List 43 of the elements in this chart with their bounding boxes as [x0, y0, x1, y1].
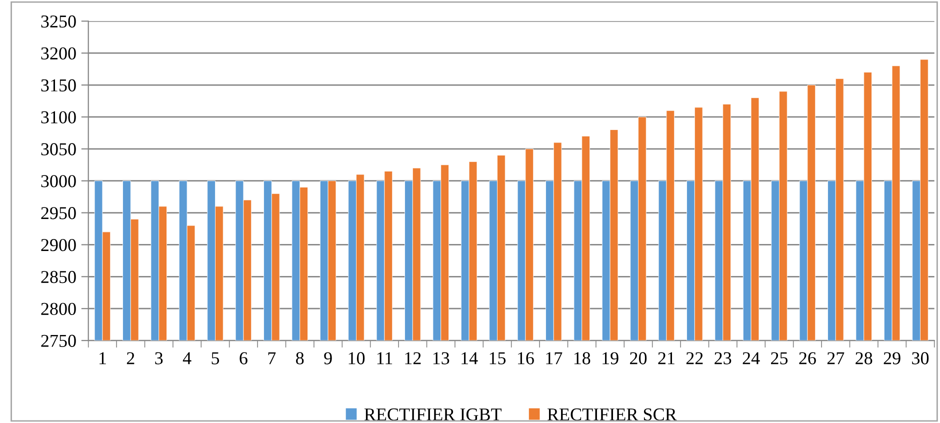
x-tick-label: 12	[405, 352, 421, 364]
y-tick-label: 3200	[41, 47, 76, 60]
x-tick-label: 16	[518, 352, 534, 364]
x-tick-label: 14	[462, 352, 478, 364]
y-tick-label: 2800	[41, 302, 76, 316]
y-tick-label: 3250	[41, 15, 76, 28]
x-tick-label: 3	[155, 352, 163, 364]
y-tick-label: 2850	[41, 270, 76, 284]
x-tick-label: 22	[686, 352, 703, 364]
x-tick-label: 15	[490, 352, 506, 364]
legend-label: RECTIFIER IGBT	[364, 408, 502, 421]
legend-label: RECTIFIER SCR	[547, 408, 677, 421]
x-tick-label: 25	[771, 352, 788, 364]
x-tick-label: 6	[240, 352, 248, 364]
x-tick-label: 17	[546, 352, 562, 364]
x-tick-label: 27	[827, 352, 844, 364]
x-tick-label: 23	[714, 352, 732, 364]
x-tick-label: 7	[268, 352, 276, 364]
x-tick-label: 29	[884, 352, 900, 364]
x-tick-label: 30	[912, 352, 929, 364]
x-tick-label: 8	[296, 352, 304, 364]
x-tick-label: 19	[602, 352, 618, 364]
y-tick-label: 2900	[41, 238, 76, 252]
x-tick-label: 21	[658, 352, 674, 364]
y-tick-label: 3100	[41, 111, 76, 124]
x-tick-label: 26	[799, 352, 816, 364]
x-tick-label: 10	[348, 352, 365, 364]
x-tick-label: 24	[742, 352, 760, 364]
x-tick-label: 5	[212, 352, 220, 364]
y-tick-label: 3150	[41, 79, 76, 92]
x-tick-label: 18	[574, 352, 590, 364]
x-tick-label: 4	[182, 352, 192, 364]
x-tick-label: 2	[126, 352, 134, 364]
x-tick-label: 20	[630, 352, 647, 364]
x-tick-label: 28	[856, 352, 872, 364]
y-tick-label: 2950	[41, 207, 76, 220]
y-tick-label: 3000	[41, 175, 76, 188]
x-tick-label: 1	[100, 352, 106, 364]
x-tick-label: 11	[377, 352, 392, 364]
y-tick-label: 3050	[41, 143, 76, 156]
x-tick-label: 9	[324, 352, 332, 364]
y-tick-label: 2750	[41, 334, 76, 347]
x-tick-label: 13	[433, 352, 450, 364]
